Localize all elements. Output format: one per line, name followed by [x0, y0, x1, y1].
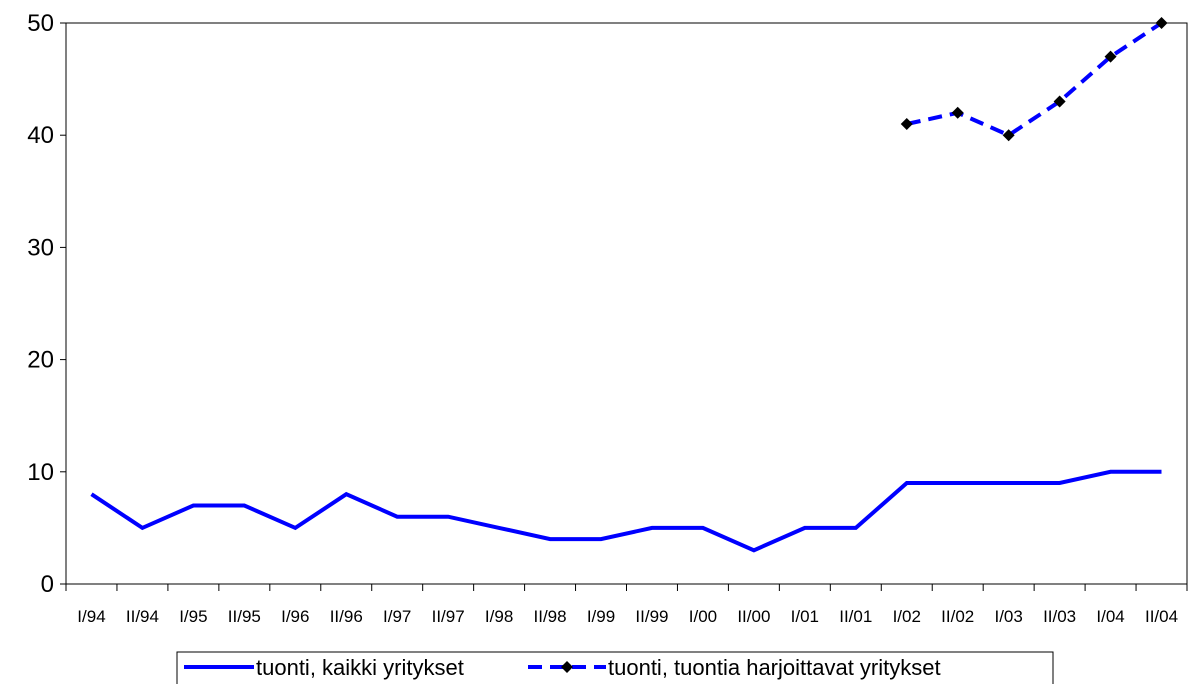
legend-label-1: tuonti, kaikki yritykset: [256, 655, 464, 680]
x-tick-label: I/04: [1096, 607, 1124, 626]
series-line-1: [90, 469, 1162, 553]
x-tick-label: I/95: [179, 607, 207, 626]
series-2-marker: [1155, 17, 1168, 29]
x-tick-label: II/03: [1043, 607, 1076, 626]
series-2-marker: [951, 106, 964, 119]
x-tick-label: II/96: [330, 607, 363, 626]
x-tick-label: I/96: [281, 607, 309, 626]
x-tick-label: I/00: [689, 607, 717, 626]
y-axis-ticks: 0 10 20 30 40 50: [27, 10, 66, 598]
x-tick-label: II/00: [737, 607, 770, 626]
legend: tuonti, kaikki yritykset tuonti, tuontia …: [176, 651, 1054, 684]
x-tick-label: I/97: [383, 607, 411, 626]
x-tick-label: I/98: [485, 607, 513, 626]
series-2-marker: [900, 117, 913, 130]
x-tick-label: II/94: [126, 607, 159, 626]
x-tick-label: I/94: [77, 607, 105, 626]
y-tick-label: 30: [27, 234, 54, 261]
x-tick-label: I/02: [893, 607, 921, 626]
series-2-marker: [1053, 95, 1066, 108]
x-tick-label: I/99: [587, 607, 615, 626]
y-tick-label: 0: [41, 571, 54, 598]
x-tick-label: II/01: [839, 607, 872, 626]
x-tick-label: II/97: [432, 607, 465, 626]
x-axis-ticks: I/94 II/94 I/95 II/95 I/96 II/96 I/97 II/97 I/98…: [65, 584, 1188, 626]
x-tick-label: II/99: [635, 607, 668, 626]
y-tick-label: 40: [27, 122, 54, 149]
legend-label-2: tuonti, tuontia harjoittavat yritykset: [608, 655, 941, 680]
x-tick-label: II/04: [1145, 607, 1178, 626]
series-layer: [90, 17, 1168, 553]
legend-box: [176, 651, 1054, 684]
x-tick-label: II/98: [534, 607, 567, 626]
x-tick-label: II/02: [941, 607, 974, 626]
y-tick-label: 10: [27, 459, 54, 486]
y-tick-label: 50: [27, 10, 54, 37]
series-2-marker: [1002, 129, 1015, 142]
x-tick-label: I/01: [791, 607, 819, 626]
x-tick-label: I/03: [994, 607, 1022, 626]
axes: [65, 22, 1188, 585]
x-tick-label: II/95: [228, 607, 261, 626]
legend-marker-2: [561, 661, 573, 673]
plot-frame: [65, 22, 1188, 585]
series-2-marker: [1104, 50, 1117, 63]
y-tick-label: 20: [27, 347, 54, 374]
series-line-2: [906, 21, 1163, 138]
